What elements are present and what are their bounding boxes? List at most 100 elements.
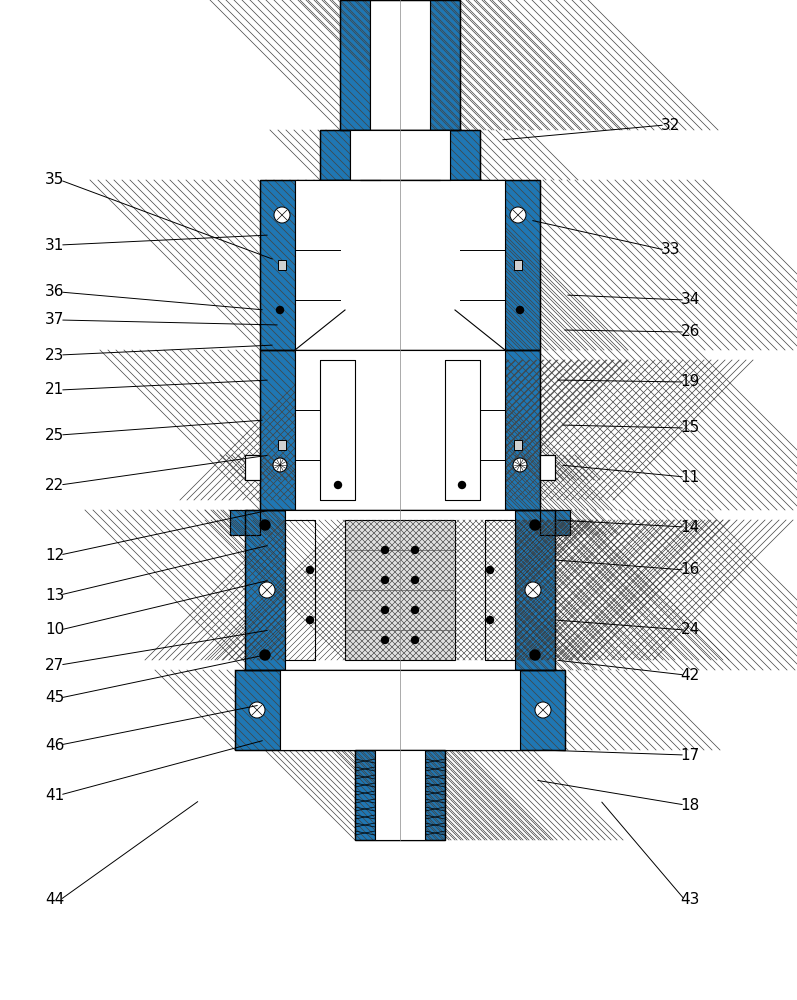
Circle shape	[274, 207, 290, 223]
Bar	[295, 180, 505, 350]
Bar	[245, 455, 260, 480]
Circle shape	[382, 637, 388, 644]
Bar	[340, 0, 370, 130]
Bar	[285, 520, 315, 660]
Circle shape	[458, 482, 465, 488]
Text: 16: 16	[681, 562, 700, 578]
Bar	[230, 510, 260, 535]
Text: 32: 32	[661, 117, 680, 132]
Bar	[260, 350, 295, 510]
Bar	[320, 130, 480, 180]
Circle shape	[335, 482, 341, 488]
Bar	[245, 455, 260, 480]
Bar	[425, 750, 445, 840]
Bar	[445, 360, 480, 500]
Text: 24: 24	[681, 622, 700, 638]
Circle shape	[411, 576, 418, 584]
Text: 15: 15	[681, 420, 700, 436]
Circle shape	[516, 462, 524, 468]
Text: 46: 46	[45, 738, 65, 752]
Text: 22: 22	[45, 478, 65, 492]
Text: 11: 11	[681, 470, 700, 485]
Bar	[245, 510, 285, 670]
Bar	[245, 510, 285, 670]
Circle shape	[277, 462, 284, 468]
Bar	[278, 440, 286, 450]
Text: 35: 35	[45, 172, 65, 188]
Text: 45: 45	[45, 690, 65, 706]
Bar	[230, 510, 260, 535]
Bar	[520, 670, 565, 750]
Text: 31: 31	[45, 237, 65, 252]
Bar	[235, 670, 565, 750]
Bar	[355, 750, 375, 840]
Text: 23: 23	[45, 348, 65, 362]
Circle shape	[259, 582, 275, 598]
Bar	[505, 350, 540, 510]
Text: 25: 25	[45, 428, 65, 442]
Bar	[345, 520, 455, 660]
Circle shape	[525, 582, 541, 598]
Circle shape	[411, 637, 418, 644]
Bar	[540, 455, 555, 480]
Bar	[370, 0, 430, 130]
Text: 13: 13	[45, 587, 65, 602]
Bar	[278, 260, 286, 270]
Bar	[485, 520, 515, 660]
Bar	[540, 510, 570, 535]
Text: 26: 26	[681, 324, 700, 340]
Text: 10: 10	[45, 622, 65, 638]
Bar	[450, 130, 480, 180]
Bar	[355, 750, 445, 840]
Circle shape	[535, 702, 551, 718]
Bar	[540, 455, 555, 480]
Text: 34: 34	[681, 292, 700, 308]
Bar	[285, 510, 515, 670]
Bar	[540, 510, 570, 535]
Bar	[375, 750, 425, 840]
Circle shape	[249, 702, 265, 718]
Circle shape	[530, 520, 540, 530]
Bar	[320, 130, 350, 180]
Text: 42: 42	[681, 668, 700, 682]
Bar	[295, 350, 505, 510]
Text: 18: 18	[681, 798, 700, 812]
Circle shape	[530, 650, 540, 660]
Bar	[235, 670, 280, 750]
Bar	[350, 130, 450, 180]
Text: 21: 21	[45, 382, 65, 397]
Bar	[260, 180, 540, 350]
Bar	[485, 520, 515, 660]
Circle shape	[260, 520, 270, 530]
Circle shape	[382, 606, 388, 613]
Text: 27: 27	[45, 658, 65, 672]
Circle shape	[510, 207, 526, 223]
Circle shape	[486, 566, 493, 574]
Bar	[425, 750, 445, 840]
Bar	[355, 750, 375, 840]
Text: 19: 19	[681, 374, 700, 389]
Bar	[235, 670, 280, 750]
Text: 43: 43	[681, 892, 700, 908]
Circle shape	[307, 566, 313, 574]
Circle shape	[513, 458, 527, 472]
Circle shape	[382, 576, 388, 584]
Bar	[520, 670, 565, 750]
Bar	[430, 0, 460, 130]
Circle shape	[486, 616, 493, 624]
Bar	[230, 510, 260, 535]
Bar	[280, 670, 520, 750]
Bar	[505, 180, 540, 350]
Text: 41: 41	[45, 788, 65, 802]
Bar	[515, 510, 555, 670]
Circle shape	[273, 458, 287, 472]
Bar	[340, 0, 370, 130]
Bar	[514, 440, 522, 450]
Circle shape	[411, 546, 418, 554]
Circle shape	[307, 616, 313, 624]
Bar	[285, 520, 315, 660]
Text: 44: 44	[45, 892, 65, 908]
Text: 12: 12	[45, 548, 65, 562]
Bar	[514, 260, 522, 270]
Bar	[540, 455, 555, 480]
